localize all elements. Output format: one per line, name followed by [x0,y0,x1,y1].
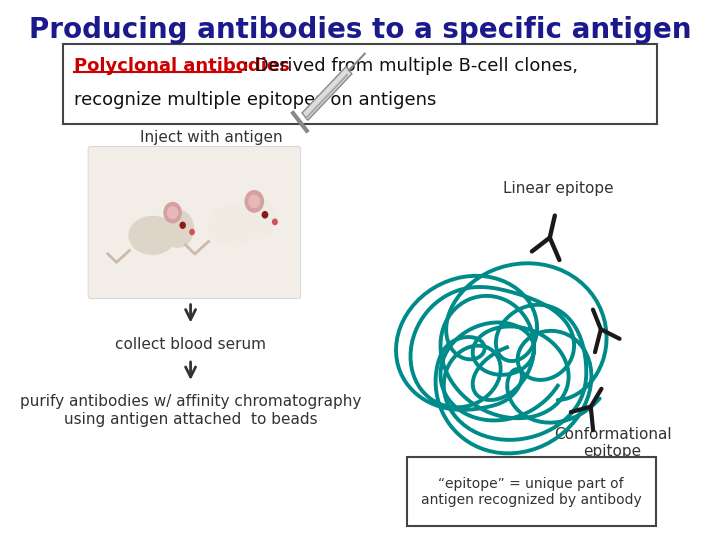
Text: purify antibodies w/ affinity chromatography
using antigen attached  to beads: purify antibodies w/ affinity chromatogr… [20,394,361,427]
Circle shape [162,210,194,247]
Circle shape [273,219,277,225]
FancyBboxPatch shape [407,457,656,526]
Circle shape [249,195,260,208]
Circle shape [245,191,264,212]
Text: “epitope” = unique part of
antigen recognized by antibody: “epitope” = unique part of antigen recog… [420,477,642,507]
Text: Inject with antigen: Inject with antigen [140,130,283,145]
Ellipse shape [208,205,258,246]
Text: recognize multiple epitopes on antigens: recognize multiple epitopes on antigens [73,91,436,109]
Circle shape [190,230,194,234]
Text: Conformational
epitope: Conformational epitope [554,427,671,460]
Text: Producing antibodies to a specific antigen: Producing antibodies to a specific antig… [29,17,691,44]
Circle shape [180,222,185,228]
Circle shape [168,207,178,219]
Polygon shape [302,66,352,120]
Circle shape [262,212,268,218]
FancyBboxPatch shape [88,146,301,299]
Text: collect blood serum: collect blood serum [115,337,266,352]
Text: Polyclonal antibodies: Polyclonal antibodies [73,57,289,75]
Text: Linear epitope: Linear epitope [503,181,613,197]
Circle shape [243,199,276,238]
Text: : Derived from multiple B-cell clones,: : Derived from multiple B-cell clones, [243,57,578,75]
FancyBboxPatch shape [63,44,657,124]
Circle shape [164,202,181,222]
Ellipse shape [129,217,176,254]
